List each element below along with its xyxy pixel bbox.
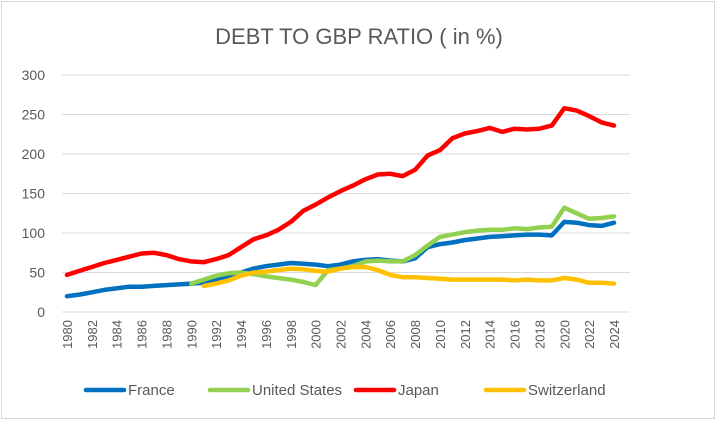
legend-label: Japan (398, 382, 439, 399)
series-line-united-states (189, 205, 617, 288)
legend-label: Switzerland (528, 382, 606, 399)
x-tick-label: 2000 (309, 320, 324, 349)
legend-label: France (128, 382, 175, 399)
x-tick-label: 1980 (60, 320, 75, 349)
gridlines (62, 74, 630, 313)
legend-label: United States (252, 382, 342, 399)
y-axis-ticks: 0 50 100 150 200 250 300 (22, 67, 46, 320)
x-tick-label: 2002 (334, 320, 349, 349)
y-tick-label: 250 (22, 107, 46, 123)
legend: France United States Japan Switzerland (83, 382, 606, 399)
x-tick-label: 2024 (607, 320, 622, 349)
x-tick-label: 1990 (184, 320, 199, 349)
y-tick-label: 300 (22, 67, 46, 83)
x-tick-label: 1992 (209, 320, 224, 349)
x-tick-label: 2008 (408, 320, 423, 349)
x-tick-label: 1994 (234, 320, 249, 349)
x-tick-label: 2004 (358, 320, 373, 349)
y-tick-label: 150 (22, 186, 46, 202)
x-tick-label: 2020 (557, 320, 572, 349)
x-tick-label: 2012 (458, 320, 473, 349)
x-axis-ticks: 1980 1982 1984 1986 1988 1990 1992 1994 1996 1998… (60, 320, 622, 349)
x-tick-label: 2018 (532, 320, 547, 349)
x-tick-label: 1988 (159, 320, 174, 349)
x-tick-label: 1982 (85, 320, 100, 349)
y-tick-label: 100 (22, 225, 46, 241)
series-line-japan (64, 105, 617, 278)
x-tick-label: 2006 (383, 320, 398, 349)
x-tick-label: 2022 (582, 320, 597, 349)
series-line-switzerland (201, 264, 617, 289)
x-tick-label: 2010 (433, 320, 448, 349)
x-tick-label: 1984 (110, 320, 125, 349)
series-line-france (64, 219, 617, 299)
x-tick-label: 1986 (135, 320, 150, 349)
x-tick-label: 1998 (284, 320, 299, 349)
series-lines (64, 105, 617, 299)
x-tick-label: 2016 (508, 320, 523, 349)
x-tick-label: 2014 (483, 320, 498, 349)
y-tick-label: 0 (37, 304, 45, 320)
y-tick-label: 50 (29, 265, 45, 281)
chart-title: DEBT TO GBP RATIO ( in %) (215, 24, 503, 49)
x-tick-label: 1996 (259, 320, 274, 349)
y-tick-label: 200 (22, 146, 46, 162)
